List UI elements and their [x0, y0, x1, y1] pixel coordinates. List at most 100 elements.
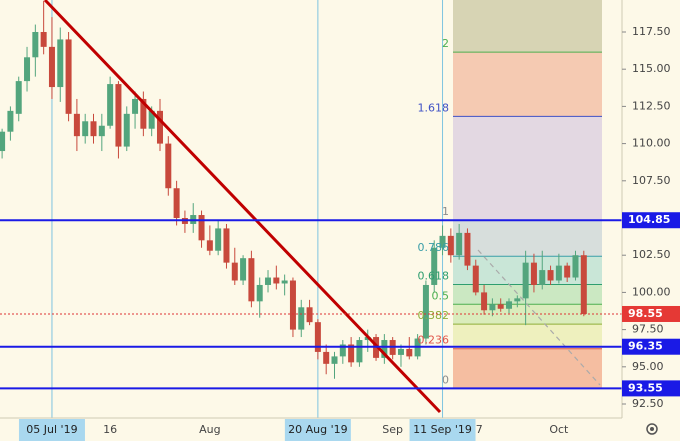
candle-body: [57, 39, 64, 88]
fib-label: 0.618: [418, 269, 450, 282]
candle-body: [397, 348, 404, 355]
candle-body: [65, 39, 72, 114]
price-label-box: [622, 380, 680, 397]
price-label-box: [622, 338, 680, 355]
candle-body: [464, 232, 471, 266]
candle-body: [489, 304, 496, 311]
candle-body: [472, 265, 479, 293]
candle-body: [82, 121, 89, 137]
candle-body: [148, 110, 155, 129]
fib-zone: [453, 0, 602, 389]
price-label: 98.55: [628, 307, 663, 320]
candle-body: [73, 113, 80, 137]
x-tick-label: 16: [103, 423, 117, 436]
candle-body: [348, 344, 355, 363]
candle-body: [173, 188, 180, 219]
candle-body: [530, 262, 537, 285]
fib-band: [453, 348, 602, 389]
candle-body: [206, 240, 213, 251]
fib-label: 0.786: [418, 241, 450, 254]
candle-body: [506, 301, 513, 309]
date-label-box: [409, 419, 476, 441]
axes: 92.5095.0097.50100.00102.50105.00107.501…: [18, 25, 680, 441]
date-label-box: [18, 419, 85, 441]
x-tick-label: Sep: [382, 423, 403, 436]
candle-body: [132, 98, 139, 114]
fib-label: 0.5: [432, 289, 450, 302]
candle-body: [447, 235, 454, 256]
candle-body: [223, 228, 230, 263]
date-label: 05 Jul '19: [26, 423, 77, 436]
price-label-box: [622, 305, 680, 322]
date-label-box: [284, 419, 351, 441]
fib-band: [453, 324, 602, 349]
candle-body: [298, 307, 305, 330]
y-tick-label: 95.00: [632, 360, 664, 373]
y-tick-label: 107.50: [632, 174, 671, 187]
candle-body: [289, 280, 296, 330]
candle-body: [547, 270, 554, 281]
projection-line: [477, 249, 601, 386]
levels: 0 0.236 0.382 0.5 0.618 0.786 1 1.618 2: [0, 37, 622, 390]
candle-body: [564, 265, 571, 278]
gear-icon[interactable]: [646, 423, 658, 435]
candle-body: [265, 277, 272, 285]
candle-body: [497, 304, 504, 309]
date-label: 11 Sep '19: [413, 423, 472, 436]
candle-body: [323, 351, 330, 364]
candle-body: [331, 356, 338, 364]
candle-body: [539, 270, 546, 285]
candle-body: [256, 284, 263, 302]
candle-body: [406, 348, 413, 357]
fib-label: 1.618: [418, 101, 450, 114]
y-tick-label: 100.00: [632, 285, 671, 298]
candle-body: [456, 232, 463, 256]
fib-label: 1: [442, 205, 449, 218]
y-tick-label: 115.00: [632, 62, 671, 75]
candle-body: [0, 131, 6, 152]
candle-body: [356, 340, 363, 363]
candle-body: [481, 292, 488, 311]
candle-body: [314, 322, 321, 352]
price-label-box: [622, 212, 680, 229]
candle-body: [555, 265, 562, 281]
candle-body: [281, 280, 288, 284]
y-tick-label: 117.50: [632, 25, 671, 38]
candle-body: [107, 84, 114, 126]
candle-body: [165, 143, 172, 189]
fib-label: 0.382: [418, 309, 450, 322]
x-tick-label: Oct: [549, 423, 569, 436]
fib-label: 2: [442, 37, 449, 50]
gear-center[interactable]: [650, 427, 654, 431]
settings-button[interactable]: [646, 423, 658, 435]
fib-band: [453, 116, 602, 221]
candle-body: [248, 258, 255, 302]
candle-body: [439, 235, 446, 248]
price-label: 104.85: [628, 213, 670, 226]
candle-body: [231, 262, 238, 281]
fib-label: 0: [442, 373, 449, 386]
candle-body: [215, 228, 222, 251]
candle-body: [98, 125, 105, 137]
candle-body: [123, 113, 130, 147]
y-tick-label: 102.50: [632, 248, 671, 261]
candle-body: [514, 298, 521, 302]
fib-band: [453, 0, 602, 53]
candle-body: [7, 110, 14, 132]
y-tick-label: 112.50: [632, 99, 671, 112]
candle-body: [32, 31, 39, 58]
candle-body: [273, 277, 280, 284]
price-label: 93.55: [628, 381, 663, 394]
candle-body: [15, 81, 22, 114]
y-tick-label: 97.50: [632, 323, 664, 336]
candle-body: [40, 31, 47, 47]
fib-label: 0.236: [418, 334, 450, 347]
y-tick-label: 92.50: [632, 397, 664, 410]
candle-body: [572, 255, 579, 278]
y-tick-label: 110.00: [632, 137, 671, 150]
price-label: 96.35: [628, 340, 663, 353]
trend-line: [43, 0, 442, 414]
date-label: 20 Aug '19: [288, 423, 348, 436]
candle-body: [240, 258, 247, 281]
